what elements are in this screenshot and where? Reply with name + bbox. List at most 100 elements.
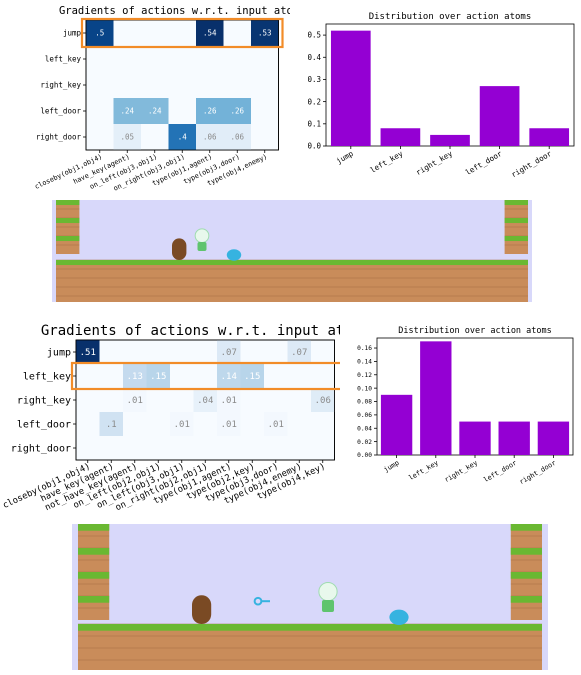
bar [420, 341, 452, 455]
heatmap-cell-label: .51 [80, 348, 96, 358]
heatmap-cell [217, 412, 241, 436]
heatmap-cell-label: .4 [178, 133, 188, 142]
heatmap-cell-label: .53 [258, 29, 272, 38]
y-tick-label: 0.02 [357, 439, 372, 446]
bar [479, 86, 520, 146]
x-tick-label: jump [382, 459, 400, 474]
bar [459, 421, 491, 455]
heatmap-cell-label: .26 [230, 107, 244, 116]
bar [430, 134, 470, 146]
heatmap-cell [168, 124, 196, 150]
agent-icon [318, 581, 338, 602]
heatmap-cell [223, 98, 251, 124]
heatmap-cell-label: .04 [197, 396, 213, 406]
bar-panel-1: Distribution over action atoms jump left_k… [290, 0, 581, 195]
heatmap-cell [113, 124, 141, 150]
bar-chart-2: Distribution over action atoms jump left_k… [357, 326, 574, 486]
y-tick-label: 0.08 [357, 399, 372, 406]
heatmap-row-label: right_key [40, 81, 81, 90]
heatmap-cell [217, 388, 241, 412]
y-tick-label: 0.4 [307, 53, 321, 62]
y-tick-label: 0.5 [307, 31, 321, 40]
y-tick-label: 0.04 [357, 425, 372, 432]
heatmap-row-label: left_key [45, 55, 82, 64]
heatmap-panel-2: Gradients of actions w.r.t. input atoms.… [0, 318, 369, 523]
bar [380, 128, 421, 146]
heatmap-cell [217, 364, 241, 388]
heatmap-row-label: left_key [23, 372, 71, 383]
y-tick-label: 0.00 [357, 452, 372, 459]
heatmap-cell [217, 340, 241, 364]
x-tick-label: right_key [443, 459, 479, 484]
bar-panel-2: Distribution over action atoms jump left_k… [342, 320, 581, 520]
grass-strip [56, 236, 80, 242]
grass-strip [56, 218, 80, 224]
heatmap-cell-label: .15 [244, 372, 260, 382]
heatmap-cell [287, 340, 311, 364]
agent-body-icon [197, 242, 207, 251]
heatmap-cell [196, 20, 224, 46]
heatmap-row-label: jump [63, 29, 82, 38]
heatmap-cell [193, 388, 217, 412]
heatmap-cell [113, 98, 141, 124]
door-icon [192, 595, 212, 624]
heatmap-cell [146, 364, 170, 388]
grass-strip [78, 624, 542, 631]
grass-strip [56, 200, 80, 206]
heatmap-row-label: left_door [17, 420, 71, 431]
y-tick-label: 0.12 [357, 372, 372, 379]
heatmap-row-label: right_key [17, 396, 71, 407]
bar [330, 30, 371, 147]
grass-strip [510, 596, 542, 603]
agent-icon [194, 228, 210, 244]
grass-strip [510, 524, 542, 531]
door-icon [172, 238, 187, 260]
heatmap-cell [240, 364, 264, 388]
bar-chart-title: Distribution over action atoms [369, 12, 532, 22]
heatmap-row-label: jump [47, 348, 71, 359]
heatmap-cell-label: .06 [315, 396, 331, 406]
heatmap-cell [86, 20, 114, 46]
heatmap-row-label: right_door [36, 133, 82, 142]
enemy-icon [226, 249, 242, 261]
heatmap-cell [223, 124, 251, 150]
grass-strip [56, 260, 528, 266]
heatmap-cell-label: .01 [221, 420, 237, 430]
dirt-block [78, 648, 542, 672]
grass-strip [78, 596, 110, 603]
game-scene-2 [72, 523, 548, 672]
heatmap-cell-label: .15 [150, 372, 166, 382]
heatmap-cell [311, 388, 335, 412]
bar [537, 421, 570, 455]
heatmap-cell [123, 388, 147, 412]
heatmap-cell-label: .01 [127, 396, 143, 406]
heatmap-cell-label: .01 [221, 396, 237, 406]
heatmap-cell [170, 412, 194, 436]
heatmap-cell-label: .06 [203, 133, 217, 142]
bar [529, 128, 570, 146]
heatmap-cell-label: .5 [95, 29, 104, 38]
heatmap-cell [76, 340, 100, 364]
heatmap-cell [196, 124, 224, 150]
heatmap-cell-label: .01 [268, 420, 284, 430]
dirt-block [56, 296, 528, 314]
grass-strip [504, 218, 528, 224]
y-tick-label: 0.0 [307, 142, 321, 151]
y-tick-label: 0.16 [357, 345, 372, 352]
game-scene-1-svg [52, 199, 532, 314]
y-tick-label: 0.3 [307, 75, 321, 84]
grass-strip [78, 524, 110, 531]
bar [380, 394, 413, 455]
heatmap-cell-label: .05 [120, 133, 134, 142]
y-tick-label: 0.10 [357, 385, 372, 392]
heatmap-cell-label: .13 [127, 372, 143, 382]
y-tick-label: 0.06 [357, 412, 372, 419]
grass-strip [510, 572, 542, 579]
grass-strip [504, 200, 528, 206]
x-tick-label: right_door [518, 459, 557, 486]
heatmap-cell-label: .54 [203, 29, 217, 38]
x-tick-label: left_door [464, 149, 504, 177]
x-tick-label: left_key [407, 459, 439, 482]
heatmap-cell-label: .07 [291, 348, 307, 358]
heatmap-cell-label: .24 [148, 107, 162, 116]
